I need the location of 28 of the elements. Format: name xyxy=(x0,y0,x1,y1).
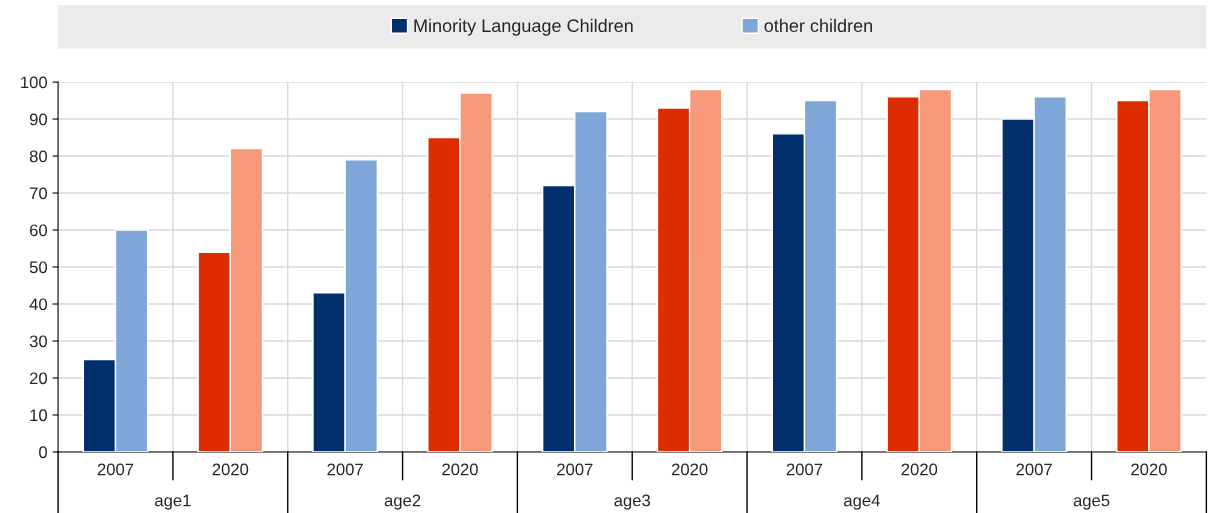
y-tick-label: 100 xyxy=(21,76,48,89)
x-tick-label: 2007 xyxy=(557,463,593,476)
x-tick-label: 2020 xyxy=(212,463,249,476)
x-tick-label: 2020 xyxy=(442,463,478,476)
x-tick-label: 2007 xyxy=(1016,463,1052,476)
y-tick-label: 20 xyxy=(29,372,48,385)
text: age5 xyxy=(1073,494,1110,510)
x-tick-label: 2020 xyxy=(1131,463,1167,476)
text: age2 xyxy=(384,494,421,510)
y-tick-label: 60 xyxy=(29,224,48,237)
text: age1 xyxy=(155,494,191,510)
text: age3 xyxy=(614,494,651,510)
y-tick-label: 90 xyxy=(29,113,48,126)
x-tick-label: 2007 xyxy=(786,463,823,476)
y-tick-label: 80 xyxy=(29,150,48,163)
y-tick-label: 0 xyxy=(39,446,48,459)
x-tick-label: 2007 xyxy=(97,463,134,476)
y-tick-label: 30 xyxy=(29,335,48,348)
y-tick-label: 10 xyxy=(30,409,48,422)
y-tick-label: 70 xyxy=(29,187,48,200)
x-tick-label: 2020 xyxy=(901,463,938,476)
legend-label: other children xyxy=(764,18,872,33)
y-tick-label: 50 xyxy=(29,261,48,274)
x-tick-label: 2020 xyxy=(671,463,708,476)
x-tick-label: 2007 xyxy=(327,463,363,476)
y-tick-label: 40 xyxy=(29,298,48,311)
text: age4 xyxy=(844,494,880,510)
legend-label: Minority Language Children xyxy=(414,18,633,36)
